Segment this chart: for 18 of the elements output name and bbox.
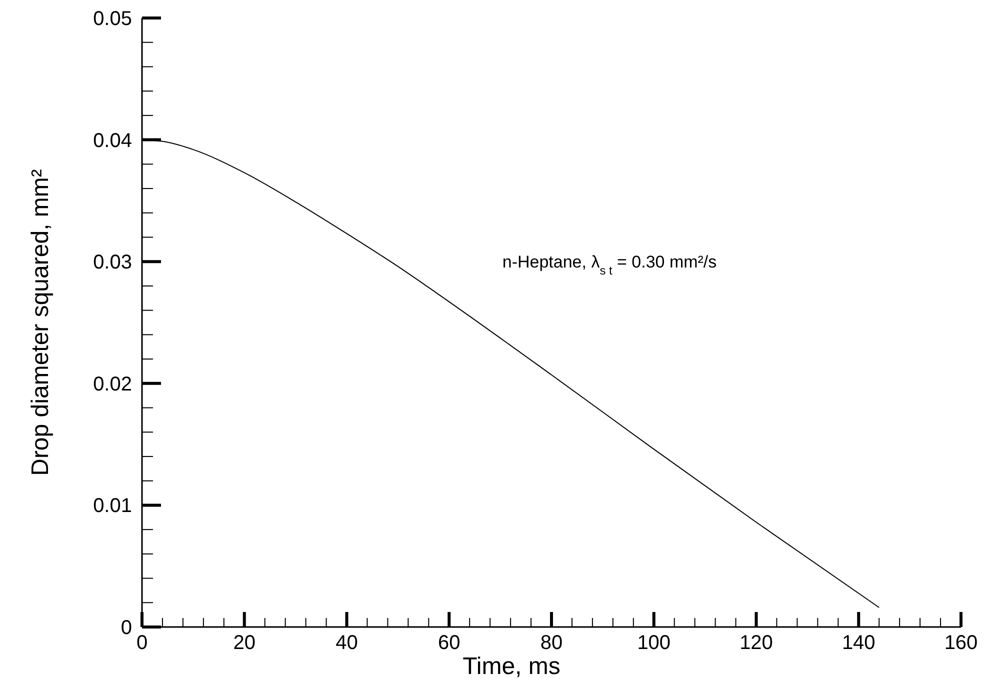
y-tick-label: 0.04 bbox=[93, 130, 132, 152]
x-axis-title: Time, ms bbox=[462, 653, 560, 680]
x-tick-label: 100 bbox=[637, 632, 671, 654]
x-tick-label: 140 bbox=[842, 632, 876, 654]
x-tick-label: 0 bbox=[136, 632, 148, 654]
x-tick-label: 40 bbox=[336, 632, 358, 654]
x-tick-label: 80 bbox=[540, 632, 563, 654]
x-tick-label: 20 bbox=[233, 632, 256, 654]
annotation: n-Heptane, λ$_{s t}$ = 0.30 mm²/s bbox=[502, 252, 717, 278]
x-tick-label: 60 bbox=[438, 632, 460, 654]
y-tick-label: 0.03 bbox=[93, 252, 132, 274]
x-tick-label: 160 bbox=[944, 632, 978, 654]
y-tick-label: 0.01 bbox=[93, 495, 132, 518]
y-tick-label: 0.02 bbox=[93, 373, 132, 396]
y-tick-label: 0 bbox=[120, 617, 132, 639]
y-tick-label: 0.05 bbox=[93, 8, 132, 30]
x-tick-label: 120 bbox=[740, 632, 773, 654]
y-axis-title: Drop diameter squared, mm² bbox=[27, 169, 54, 476]
